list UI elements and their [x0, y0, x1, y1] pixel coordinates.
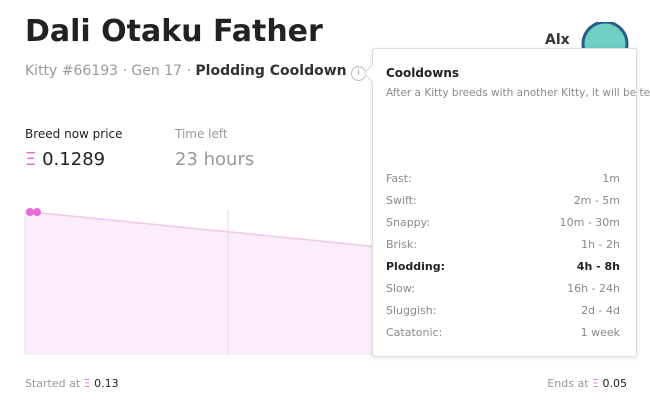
time-value: 23 hours — [175, 149, 255, 170]
kitty-id: Kitty #66193 — [25, 63, 119, 79]
cooldown-name: Catatonic: — [386, 326, 443, 339]
price: Ξ 0.1289 — [25, 149, 105, 170]
cooldown-name: Plodding: — [386, 260, 446, 273]
tooltip-description: After a Kitty breeds with another Kitty,… — [386, 87, 650, 99]
currency: Ξ — [83, 377, 91, 390]
cooldown-name: Brisk: — [386, 238, 417, 251]
tooltip-title: Cooldowns — [386, 66, 460, 80]
cooldown-value: 1m — [602, 172, 620, 185]
separator: · — [122, 63, 127, 79]
time-label: Time left — [175, 127, 228, 141]
currency: Ξ — [592, 377, 599, 390]
cooldown-name: Fast: — [386, 172, 412, 185]
start-value: 0.13 — [94, 377, 119, 390]
cooldown-name: Snappy: — [386, 216, 431, 229]
cooldown-value: 4h - 8h — [576, 260, 620, 273]
cooldown-row: Catatonic: 1 week — [386, 326, 620, 339]
kitty-name: Dali Otaku Father — [25, 14, 323, 49]
price-label: Breed now price — [25, 127, 123, 141]
price-value: 0.1289 — [42, 149, 106, 170]
cooldown[interactable]: Plodding Cooldown — [195, 63, 347, 79]
cooldown-value: 1h - 2h — [581, 238, 620, 251]
cooldown-row: Swift: 2m - 5m — [386, 194, 620, 207]
tooltip: Cooldowns After a Kitty breeds with anot… — [363, 48, 650, 357]
cooldown-row: Sluggish: 2d - 4d — [386, 304, 620, 317]
cooldown-name: Sluggish: — [386, 304, 437, 317]
start-price: Started at Ξ 0.13 — [25, 377, 119, 390]
cooldown-value: 2d - 4d — [581, 304, 620, 317]
chart-dot — [26, 208, 34, 216]
end-price: Ends at Ξ 0.05 — [547, 377, 627, 390]
currency: Ξ — [25, 149, 37, 170]
cooldown-value: 1 week — [580, 326, 620, 339]
cooldown-row: Snappy: 10m - 30m — [386, 216, 620, 229]
cooldown-name: Slow: — [386, 282, 415, 295]
user-name[interactable]: Alx — [545, 32, 570, 48]
separator: · — [186, 63, 191, 79]
end-value: 0.05 — [602, 377, 628, 390]
cooldown-row: Brisk: 1h - 2h — [386, 238, 620, 251]
cooldown-value: 2m - 5m — [573, 194, 620, 207]
cooldown-value: 16h - 24h — [567, 282, 620, 295]
chart-dot — [33, 208, 41, 216]
subtitle: Kitty #66193 · Gen 17 · Plodding Cooldow… — [25, 63, 367, 81]
generation: Gen 17 — [131, 63, 183, 79]
end-label: Ends at — [547, 377, 589, 390]
cooldown-row: Fast: 1m — [386, 172, 620, 185]
cooldown-name: Swift: — [386, 194, 417, 207]
start-label: Started at — [25, 377, 81, 390]
cooldown-row: Plodding: 4h - 8h — [386, 260, 620, 273]
cooldown-value: 10m - 30m — [559, 216, 620, 229]
cooldown-row: Slow: 16h - 24h — [386, 282, 620, 295]
